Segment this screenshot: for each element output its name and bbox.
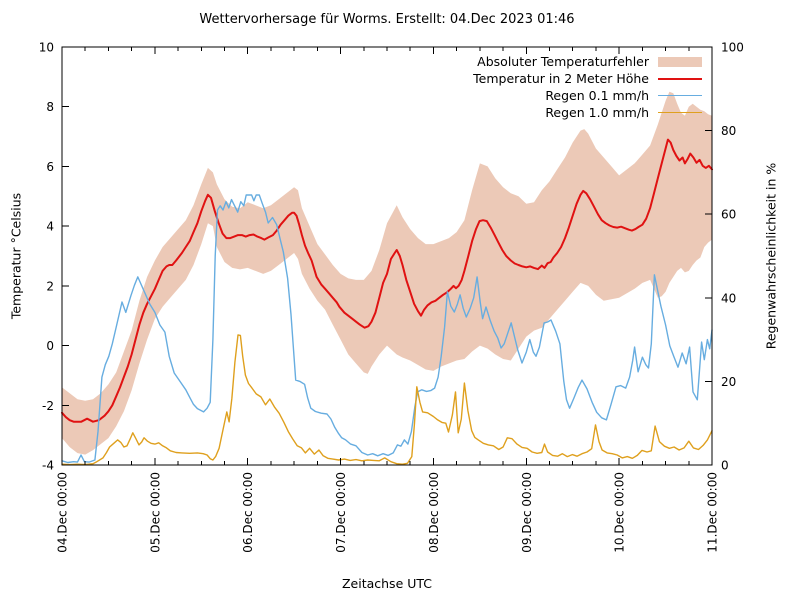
temperature-line: [61, 138, 713, 423]
legend-item-rain01: Regen 0.1 mm/h: [0, 87, 702, 104]
x-tick-label: 09.Dec 00:00: [520, 472, 534, 553]
rain01-line-swatch: [658, 95, 702, 96]
chart-title: Wettervorhersage für Worms. Erstellt: 04…: [199, 12, 575, 27]
rain10-line-swatch: [658, 112, 702, 113]
y-right-tick-label: 80: [721, 124, 736, 138]
y-right-tick-label: 100: [721, 41, 744, 55]
x-axis-label: Zeitachse UTC: [341, 576, 433, 591]
y-left-tick-label: 10: [39, 41, 54, 55]
legend-item-rain10: Regen 1.0 mm/h: [0, 104, 702, 121]
y-left-axis-label: Temperatur °Celsius: [8, 192, 24, 320]
x-tick-label: 08.Dec 00:00: [427, 472, 441, 553]
legend-item-error-band: Absoluter Temperaturfehler: [0, 53, 702, 70]
x-tick-label: 06.Dec 00:00: [241, 472, 255, 553]
error-band-swatch: [658, 56, 702, 67]
legend-label: Regen 1.0 mm/h: [545, 105, 649, 120]
y-left-tick-label: 4: [46, 220, 54, 234]
x-tick-label: 04.Dec 00:00: [56, 472, 70, 553]
y-left-tick-label: -4: [42, 459, 54, 473]
x-tick-label: 10.Dec 00:00: [613, 472, 627, 553]
y-right-tick-label: 20: [721, 375, 736, 389]
rain01-line: [61, 194, 713, 464]
legend-label: Regen 0.1 mm/h: [545, 88, 649, 103]
y-right-tick-label: 40: [721, 291, 736, 305]
legend: Absoluter Temperaturfehler Temperatur in…: [0, 53, 702, 121]
legend-item-temperature: Temperatur in 2 Meter Höhe: [0, 70, 702, 87]
y-right-tick-label: 60: [721, 208, 736, 222]
x-tick-label: 11.Dec 00:00: [706, 472, 720, 553]
y-right-axis-label: Regenwahrscheinlichkeit in %: [763, 162, 779, 350]
y-left-tick-label: 2: [46, 279, 54, 293]
y-right-tick-label: 0: [721, 459, 729, 473]
x-tick-label: 07.Dec 00:00: [334, 472, 348, 553]
rain10-line: [61, 334, 713, 466]
y-left-tick-label: 8: [46, 100, 54, 114]
x-tick-label: 05.Dec 00:00: [148, 472, 162, 553]
legend-label: Absoluter Temperaturfehler: [477, 54, 649, 69]
y-left-tick-label: 0: [46, 339, 54, 353]
legend-label: Temperatur in 2 Meter Höhe: [473, 71, 649, 86]
y-left-tick-label: 6: [46, 160, 54, 174]
y-left-tick-label: -2: [42, 399, 54, 413]
temperature-line-swatch: [658, 77, 702, 80]
